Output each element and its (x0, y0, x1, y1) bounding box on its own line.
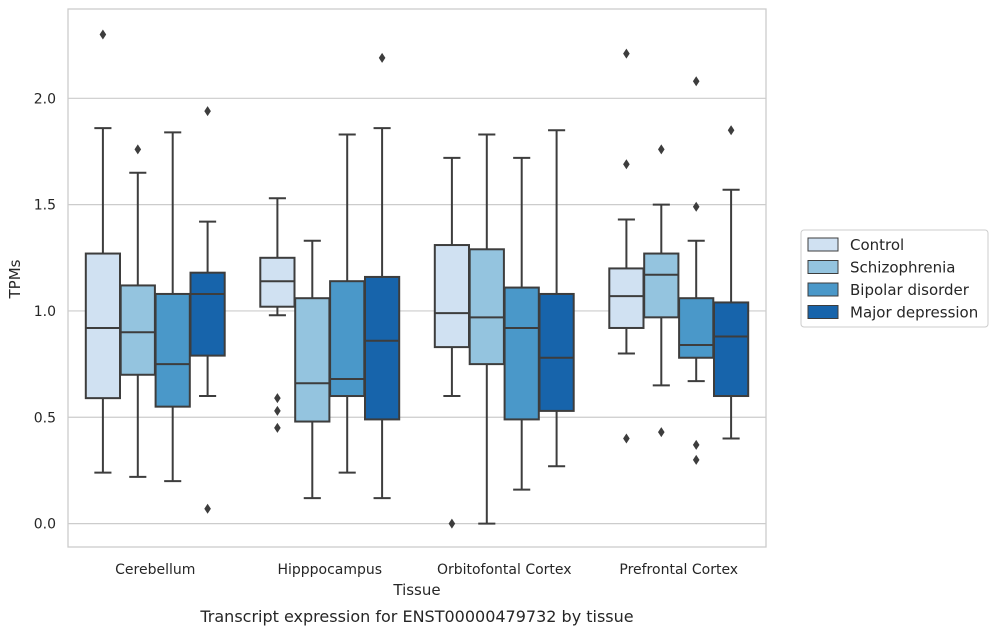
box-major-depression (712, 125, 750, 440)
x-tick-label: Orbitofontal Cortex (437, 562, 572, 578)
box-body (259, 256, 296, 308)
box-bipolar-disorder (329, 133, 366, 474)
x-tick-label: Cerebellum (115, 562, 195, 578)
box-body (468, 248, 505, 366)
box-major-depression (538, 129, 575, 468)
outlier-point (692, 439, 700, 450)
legend-swatch (807, 305, 839, 319)
y-tick-label: 1.0 (34, 304, 56, 320)
outlier-point (448, 518, 456, 529)
box-body (678, 297, 715, 359)
box-control (433, 156, 471, 529)
chart-caption: Transcript expression for ENST0000047973… (199, 607, 633, 626)
x-tick-labels: Cerebellum Hipppocampus Orbitofontal Corte… (115, 562, 738, 578)
outlier-point (623, 48, 630, 59)
box-body (363, 275, 401, 421)
box-body (329, 280, 366, 398)
y-tick-label: 2.0 (34, 91, 56, 107)
box-bipolar-disorder (154, 131, 191, 483)
outlier-point (274, 393, 281, 404)
outlier-point (274, 422, 281, 433)
box-body (189, 271, 226, 357)
box-body (643, 252, 680, 319)
plot-area-frame (67, 8, 767, 548)
box-body (712, 301, 750, 398)
box-body (294, 297, 331, 423)
box-major-depression (363, 52, 401, 500)
box-body (154, 292, 191, 408)
y-tick-labels: 0.0 0.5 1.0 1.5 2.0 (34, 91, 56, 532)
box-schizophrenia (643, 144, 680, 438)
box-body (84, 252, 122, 400)
y-tick-label: 0.0 (34, 517, 56, 533)
box-groups (84, 29, 750, 529)
box-body (538, 292, 575, 412)
box-bipolar-disorder (678, 76, 715, 465)
outlier-point (692, 454, 700, 465)
x-axis-label: Tissue (392, 581, 440, 599)
legend-label: Bipolar disorder (850, 281, 970, 299)
legend-swatch (807, 282, 839, 297)
outlier-point (658, 144, 665, 155)
y-tick-label: 1.5 (34, 198, 56, 214)
box-control (259, 197, 296, 433)
outlier-point (274, 405, 281, 416)
legend-label: Control (850, 236, 904, 254)
outlier-point (204, 503, 211, 514)
box-schizophrenia (468, 133, 505, 525)
outlier-point (727, 125, 735, 136)
outlier-point (378, 52, 386, 63)
box-schizophrenia (294, 239, 331, 500)
outlier-point (623, 159, 630, 170)
box-body (433, 244, 471, 349)
box-body (608, 267, 645, 329)
legend-swatch (807, 237, 839, 252)
box-body (503, 286, 540, 421)
legend-label: Major depression (850, 304, 978, 322)
x-tick-label: Prefrontal Cortex (619, 562, 738, 578)
legend: Control Schizophrenia Bipolar disorder Majo… (800, 229, 989, 328)
outlier-point (692, 201, 700, 212)
legend-swatch (807, 260, 839, 274)
box-control (608, 48, 645, 444)
y-tick-label: 0.5 (34, 410, 56, 426)
box-schizophrenia (119, 144, 156, 478)
box-body (119, 284, 156, 376)
outlier-point (204, 106, 211, 117)
y-axis-label: TPMs (6, 259, 24, 299)
outlier-point (134, 144, 142, 155)
outlier-point (623, 433, 630, 444)
legend-label: Schizophrenia (850, 259, 955, 277)
x-tick-label: Hipppocampus (277, 562, 382, 578)
outlier-point (658, 427, 665, 438)
box-control (84, 29, 122, 474)
box-major-depression (189, 106, 226, 514)
outlier-point (99, 29, 107, 40)
box-bipolar-disorder (503, 156, 540, 491)
legend-frame (800, 229, 989, 328)
outlier-point (692, 76, 700, 87)
